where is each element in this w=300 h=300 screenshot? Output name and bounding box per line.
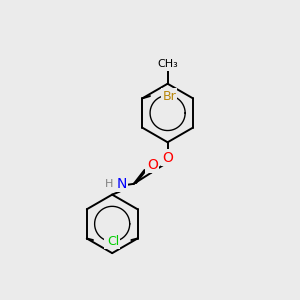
Text: Br: Br bbox=[162, 90, 176, 103]
Text: Cl: Cl bbox=[107, 235, 119, 248]
Text: O: O bbox=[147, 158, 158, 172]
Text: Cl: Cl bbox=[105, 235, 118, 248]
Text: H: H bbox=[105, 179, 114, 189]
Text: O: O bbox=[162, 151, 173, 165]
Text: CH₃: CH₃ bbox=[157, 59, 178, 70]
Text: N: N bbox=[116, 177, 127, 191]
